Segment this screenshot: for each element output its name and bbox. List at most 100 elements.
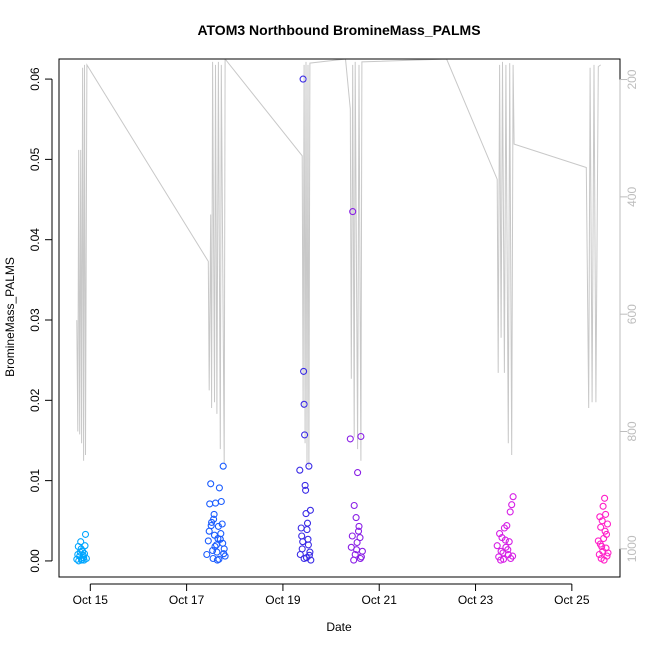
data-point bbox=[210, 515, 218, 523]
data-point bbox=[601, 527, 609, 535]
data-point bbox=[493, 542, 501, 550]
secondary-y-tick-label: 200 bbox=[625, 69, 639, 89]
data-point bbox=[77, 538, 85, 546]
data-point bbox=[603, 520, 612, 528]
data-point bbox=[210, 510, 218, 518]
data-point bbox=[500, 524, 508, 532]
data-point bbox=[357, 432, 365, 441]
data-point bbox=[298, 532, 306, 540]
data-point bbox=[302, 486, 310, 494]
data-point bbox=[509, 552, 517, 560]
data-point bbox=[219, 462, 227, 470]
data-point bbox=[305, 462, 313, 470]
data-point bbox=[215, 555, 223, 563]
data-point bbox=[306, 548, 314, 556]
y-axis-label: BromineMass_PALMS bbox=[3, 257, 17, 377]
secondary-y-tick-label: 1000 bbox=[625, 535, 639, 562]
data-point bbox=[302, 510, 310, 518]
secondary-series-line bbox=[76, 59, 601, 467]
data-point bbox=[306, 506, 314, 514]
data-point bbox=[600, 534, 608, 543]
data-point bbox=[303, 526, 311, 534]
data-point bbox=[215, 484, 223, 492]
data-point bbox=[305, 551, 313, 559]
data-point bbox=[211, 542, 219, 551]
data-point bbox=[350, 501, 358, 510]
y-axis: 0.00 0.01 0.02 0.03 0.04 0.05 0.06 bbox=[28, 67, 53, 573]
y-tick-label: 0.02 bbox=[28, 388, 42, 412]
data-point bbox=[598, 517, 606, 525]
y-tick-label: 0.01 bbox=[28, 469, 42, 493]
data-point bbox=[78, 555, 86, 563]
data-point bbox=[358, 547, 366, 555]
secondary-y-tick-label: 600 bbox=[625, 304, 639, 324]
data-point bbox=[599, 502, 607, 510]
data-point bbox=[597, 523, 605, 531]
data-point bbox=[74, 550, 82, 559]
secondary-y-tick-label: 400 bbox=[625, 187, 639, 207]
data-point bbox=[503, 522, 511, 530]
data-point bbox=[350, 556, 358, 564]
data-point bbox=[206, 500, 214, 508]
x-axis: Oct 15 Oct 17 Oct 19 Oct 21 Oct 23 Oct 25 bbox=[73, 583, 590, 607]
data-point bbox=[504, 546, 512, 554]
y-tick-label: 0.04 bbox=[28, 228, 42, 252]
data-point bbox=[204, 537, 212, 545]
data-point bbox=[505, 538, 513, 546]
data-point bbox=[355, 522, 363, 530]
chart-title: ATOM3 Northbound BromineMass_PALMS bbox=[197, 22, 480, 38]
data-point bbox=[353, 546, 361, 554]
plot-frame bbox=[58, 58, 621, 578]
data-point bbox=[207, 480, 215, 488]
data-point bbox=[497, 556, 505, 564]
data-point bbox=[300, 367, 308, 375]
data-point bbox=[300, 554, 308, 563]
data-point bbox=[299, 538, 307, 546]
data-point bbox=[296, 466, 304, 474]
y-tick-label: 0.06 bbox=[28, 67, 42, 91]
data-point bbox=[218, 520, 226, 528]
x-tick-label: Oct 23 bbox=[458, 593, 494, 607]
data-point bbox=[301, 431, 309, 439]
x-tick-label: Oct 15 bbox=[73, 593, 109, 607]
data-point bbox=[348, 532, 356, 540]
data-point bbox=[601, 494, 609, 502]
data-point bbox=[203, 550, 211, 559]
data-point bbox=[304, 541, 312, 549]
secondary-y-axis: 200 400 600 800 1000 bbox=[619, 69, 639, 562]
x-tick-label: Oct 17 bbox=[169, 593, 205, 607]
data-point bbox=[354, 527, 363, 535]
data-point bbox=[219, 539, 227, 547]
data-point bbox=[346, 435, 354, 443]
data-point bbox=[357, 553, 365, 561]
data-point bbox=[220, 550, 228, 558]
data-point bbox=[297, 524, 305, 532]
data-point bbox=[602, 510, 610, 518]
data-point bbox=[509, 493, 517, 501]
data-point bbox=[596, 540, 604, 548]
data-point bbox=[207, 522, 215, 530]
data-point bbox=[349, 208, 357, 216]
x-tick-label: Oct 25 bbox=[554, 593, 590, 607]
data-point bbox=[214, 534, 222, 543]
data-point bbox=[76, 548, 84, 556]
data-point bbox=[497, 547, 505, 555]
x-tick-label: Oct 19 bbox=[265, 593, 301, 607]
data-point bbox=[211, 499, 220, 507]
data-point bbox=[506, 508, 514, 516]
data-point bbox=[352, 514, 360, 522]
y-tick-label: 0.00 bbox=[28, 549, 42, 573]
data-point bbox=[301, 481, 309, 489]
data-point bbox=[81, 542, 89, 550]
data-point bbox=[604, 549, 612, 557]
x-tick-label: Oct 21 bbox=[362, 593, 398, 607]
secondary-line-layer bbox=[76, 59, 601, 467]
data-point bbox=[300, 400, 308, 408]
data-point bbox=[303, 519, 312, 527]
data-point bbox=[354, 469, 362, 477]
secondary-y-tick-label: 800 bbox=[625, 421, 639, 441]
plot-area bbox=[73, 59, 612, 565]
y-tick-label: 0.03 bbox=[28, 308, 42, 332]
data-point bbox=[307, 556, 315, 564]
